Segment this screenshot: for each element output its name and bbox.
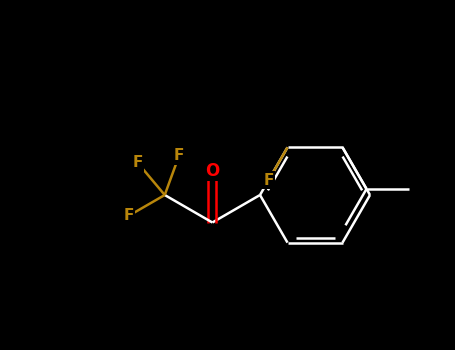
Text: F: F	[263, 173, 274, 188]
Text: O: O	[205, 161, 219, 180]
Text: F: F	[174, 148, 184, 163]
Text: F: F	[132, 155, 143, 170]
Text: F: F	[123, 209, 134, 224]
